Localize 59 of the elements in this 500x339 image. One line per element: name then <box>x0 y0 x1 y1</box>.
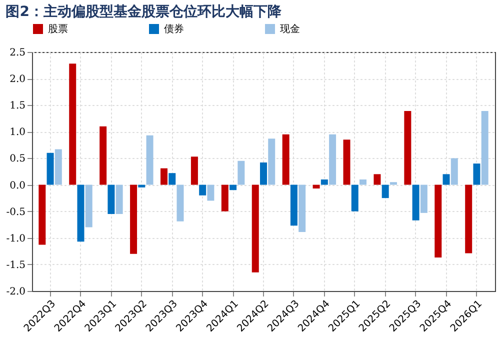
bar <box>146 135 154 185</box>
y-tick-label: -1.0 <box>6 233 26 244</box>
bar <box>329 134 336 185</box>
bar <box>404 110 412 185</box>
bar <box>69 64 76 185</box>
bar <box>390 182 397 185</box>
y-tick-label: -1.5 <box>6 260 26 271</box>
bar <box>290 184 298 226</box>
y-tick-label: 2.0 <box>10 74 26 86</box>
legend-label: 债券 <box>164 23 184 35</box>
bar <box>434 184 442 258</box>
bar <box>160 168 168 185</box>
bar <box>168 173 176 185</box>
bar <box>130 184 138 254</box>
bar <box>85 184 92 228</box>
bar <box>238 160 245 185</box>
bar <box>176 184 184 222</box>
bar <box>46 152 54 185</box>
bar <box>473 164 480 185</box>
chart-title: 图2：主动偏股型基金股票仓位环比大幅下降 <box>6 3 282 20</box>
bar <box>116 184 123 214</box>
bar <box>260 162 267 185</box>
bar <box>465 184 472 254</box>
bar <box>351 184 358 212</box>
bar <box>54 149 62 185</box>
y-tick-label: -2.0 <box>6 286 26 298</box>
bar <box>298 184 306 232</box>
bar <box>481 110 488 185</box>
bar <box>252 184 259 272</box>
bar <box>343 140 350 185</box>
bar <box>320 179 328 185</box>
bar <box>190 156 198 185</box>
bar <box>38 184 46 245</box>
bar <box>382 184 389 198</box>
y-tick-label: 1.5 <box>10 100 26 112</box>
bar <box>282 134 290 185</box>
bar <box>360 179 367 185</box>
bar <box>108 184 115 214</box>
bar <box>374 174 381 185</box>
bar <box>230 184 237 190</box>
bar <box>268 138 276 185</box>
legend-label: 股票 <box>48 24 68 35</box>
bar <box>138 184 146 188</box>
bar <box>442 174 450 185</box>
y-tick-label: -0.5 <box>6 206 26 218</box>
y-tick-label: 0.5 <box>10 154 26 165</box>
y-tick-label: 1.0 <box>10 127 26 138</box>
bar <box>100 126 107 185</box>
legend-label: 现金 <box>280 23 300 35</box>
bar <box>312 184 320 188</box>
bar <box>199 184 206 196</box>
bar <box>207 184 214 201</box>
bar <box>450 158 458 185</box>
bar <box>77 184 84 242</box>
bar <box>221 184 228 212</box>
bar <box>420 184 428 213</box>
y-tick-label: 0.0 <box>10 180 26 192</box>
bar <box>412 184 420 220</box>
y-tick-label: 2.5 <box>10 48 26 58</box>
